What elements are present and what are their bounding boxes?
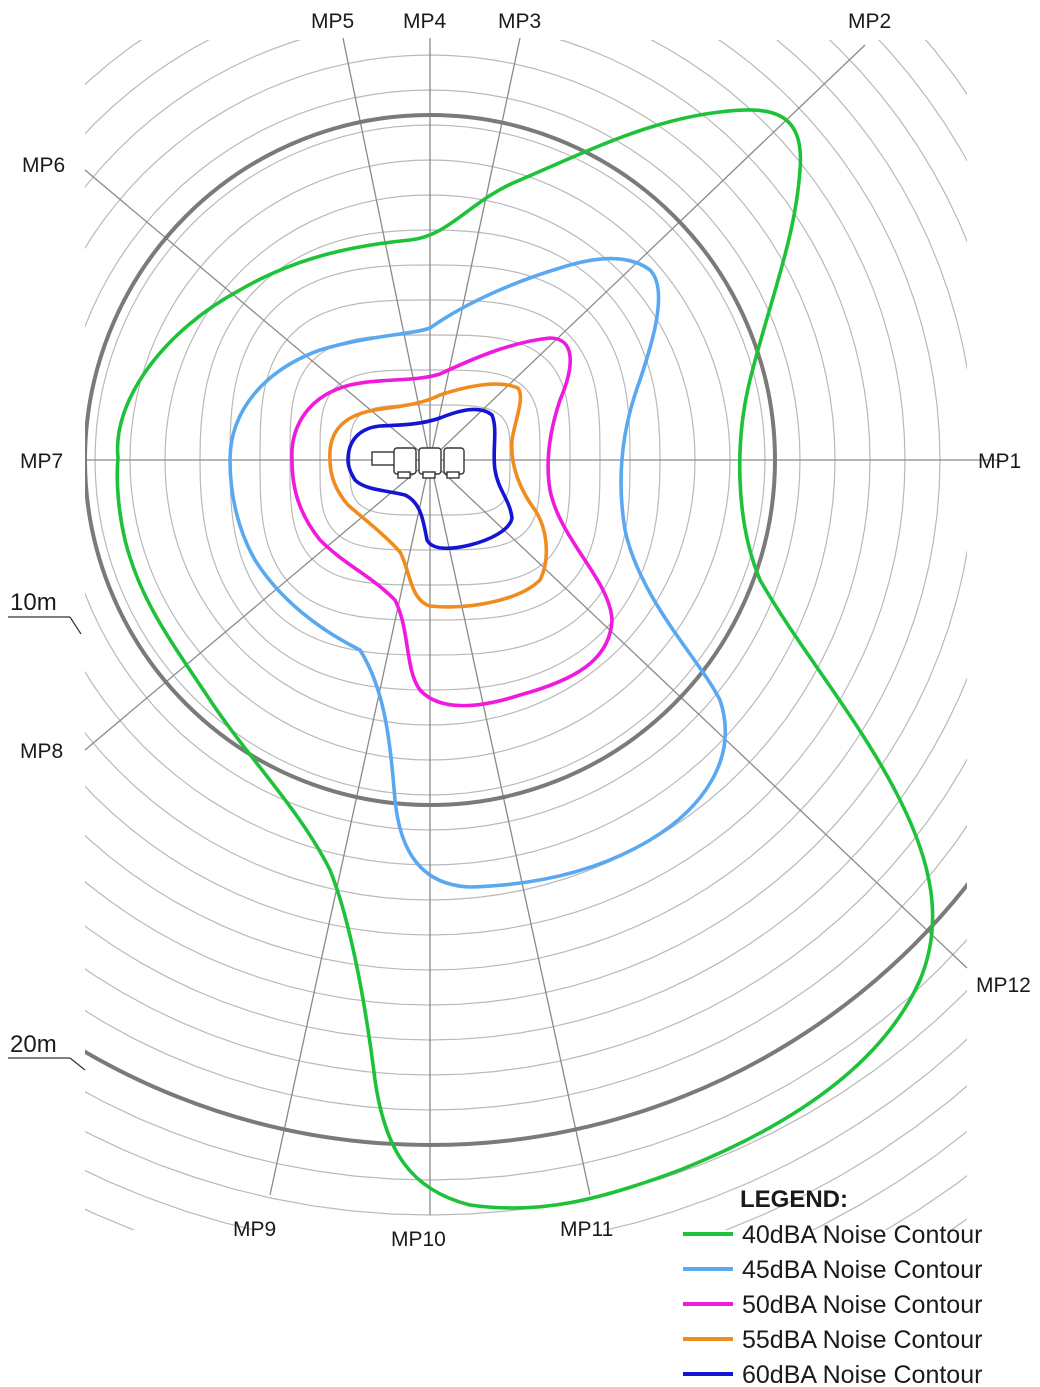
ray-mp9 (269, 459, 431, 1196)
label-mp6: MP6 (22, 154, 65, 177)
distance-ring (85, 40, 967, 1041)
label-mp10: MP10 (391, 1228, 446, 1251)
ray-mp12 (429, 459, 968, 969)
contour-50dba (290, 336, 614, 708)
contour-60dba (346, 407, 514, 551)
distance-ring (811, 1130, 967, 1230)
distance-ring (884, 1174, 967, 1230)
distance-ring (85, 40, 967, 1111)
measurement-point-labels: MP1 MP2 MP3 MP4 MP5 MP6 MP7 MP8 MP9 MP10 MP11 MP12 (20, 10, 1031, 1251)
major-distance-rings (85, 113, 967, 1147)
ray-mp3 (429, 37, 521, 461)
contour-45dba (228, 256, 727, 889)
ray-mp5 (342, 37, 431, 461)
label-mp11: MP11 (560, 1218, 613, 1241)
noise-contours (115, 108, 935, 1210)
label-mp12: MP12 (976, 974, 1031, 997)
ray-mp8 (84, 459, 431, 751)
label-mp7: MP7 (20, 450, 63, 473)
ring-10m (85, 113, 777, 807)
distance-ring (85, 1085, 967, 1230)
legend-item-label: 60dBA Noise Contour (742, 1361, 982, 1387)
distance-label-20m: 20m (10, 1031, 57, 1058)
distance-ring (85, 1038, 967, 1230)
ring-20m (85, 881, 967, 1147)
label-mp5: MP5 (311, 10, 354, 33)
label-mp9: MP9 (233, 1218, 276, 1241)
legend-item-label: 50dBA Noise Contour (742, 1291, 982, 1319)
distance-ring (85, 40, 941, 971)
label-mp2: MP2 (848, 10, 891, 33)
distance-ring (85, 40, 967, 1006)
ray-mp2 (429, 44, 866, 461)
noise-source-equipment (371, 447, 465, 479)
distance-ring (85, 54, 836, 866)
distance-ring (85, 989, 967, 1216)
label-mp1: MP1 (978, 450, 1021, 473)
distance-ring (85, 40, 906, 936)
distance-ring (85, 938, 967, 1181)
legend: LEGEND: 40dBA Noise Contour 45dBA Noise C… (683, 1186, 982, 1387)
label-mp8: MP8 (20, 740, 63, 763)
distance-label-10m: 10m (10, 589, 57, 616)
legend-title: LEGEND: (740, 1186, 848, 1213)
distance-ring (85, 40, 967, 1076)
contour-40dba (115, 108, 935, 1210)
label-mp4: MP4 (403, 10, 447, 33)
label-mp3: MP3 (498, 10, 541, 33)
measurement-rays (84, 37, 1000, 1215)
distance-marker-10m: 10m (8, 589, 82, 635)
ray-mp11 (429, 459, 591, 1196)
ray-mp6 (84, 169, 431, 461)
contour-55dba (328, 382, 549, 609)
legend-item-label: 40dBA Noise Contour (742, 1221, 982, 1249)
legend-item-label: 45dBA Noise Contour (742, 1256, 982, 1284)
distance-marker-20m: 20m (8, 1031, 86, 1071)
legend-item-label: 55dBA Noise Contour (742, 1326, 982, 1354)
